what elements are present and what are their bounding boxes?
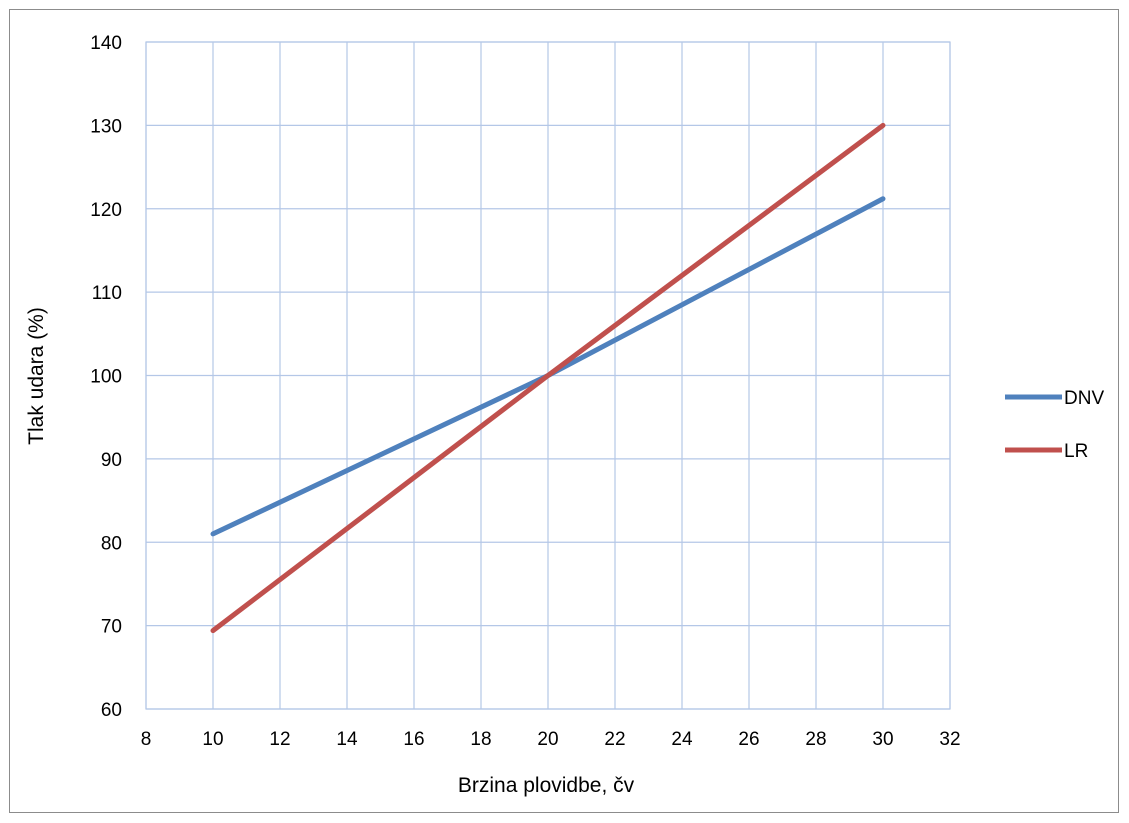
- y-tick-label: 90: [101, 450, 122, 471]
- x-axis-tick-labels: 8 10 12 14 16 18 20 22 24 26 28 30 32: [141, 729, 961, 750]
- y-axis-title: Tlak udara (%): [25, 307, 48, 445]
- y-tick-label: 130: [90, 116, 122, 137]
- y-tick-label: 140: [90, 33, 122, 54]
- plot-area-border: [145, 41, 951, 710]
- x-tick-label: 18: [470, 729, 491, 750]
- x-tick-label: 10: [202, 729, 223, 750]
- x-tick-label: 16: [403, 729, 424, 750]
- x-axis-title: Brzina plovidbe, čv: [458, 774, 635, 797]
- x-tick-label: 8: [141, 729, 152, 750]
- series-line-lr: [210, 122, 886, 634]
- x-tick-label: 20: [537, 729, 558, 750]
- x-tick-label: 14: [336, 729, 358, 750]
- x-tick-label: 30: [872, 729, 893, 750]
- x-tick-label: 12: [269, 729, 290, 750]
- y-tick-label: 100: [90, 367, 122, 388]
- y-tick-label: 110: [92, 283, 122, 304]
- y-tick-label: 70: [101, 617, 122, 638]
- legend: DNV LR: [1005, 388, 1104, 462]
- y-tick-label: 80: [101, 533, 122, 554]
- legend-label-lr: LR: [1064, 441, 1088, 462]
- x-tick-label: 28: [805, 729, 826, 750]
- legend-label-dnv: DNV: [1064, 388, 1104, 409]
- chart-frame: [9, 9, 1119, 813]
- x-tick-label: 32: [939, 729, 960, 750]
- y-tick-label: 60: [101, 700, 122, 721]
- series-group: [210, 122, 886, 634]
- y-tick-label: 120: [90, 200, 122, 221]
- x-tick-label: 22: [604, 729, 625, 750]
- x-tick-label: 26: [738, 729, 759, 750]
- y-axis-tick-labels: 60 70 80 90 100 110 120 130 140: [90, 33, 122, 721]
- x-tick-label: 24: [671, 729, 693, 750]
